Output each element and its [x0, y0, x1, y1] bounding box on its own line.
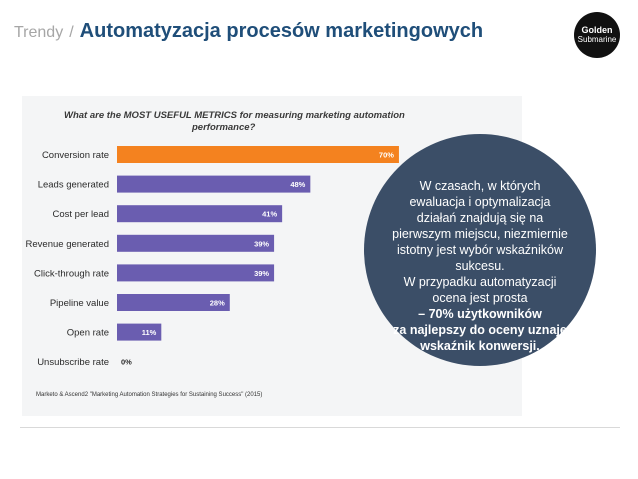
- callout-line3: działań znajdują się na: [416, 211, 544, 225]
- metrics-bar-chart: What are the MOST USEFUL METRICS for mea…: [26, 110, 405, 368]
- category-label: Leads generated: [38, 180, 109, 191]
- logo-line2: Submarine: [577, 35, 617, 44]
- callout-line2: ewaluacja i optymalizacja: [409, 195, 551, 209]
- value-label: 70%: [379, 151, 394, 160]
- chart-title-line1: What are the MOST USEFUL METRICS for mea…: [64, 110, 405, 121]
- category-label: Open rate: [67, 328, 109, 339]
- callout-line6: sukcesu.: [455, 259, 505, 273]
- company-logo: Golden Submarine: [574, 12, 620, 58]
- value-label: 0%: [121, 358, 132, 367]
- bars-group: Conversion rate 70% Leads generated 48% Cost…: [26, 146, 399, 368]
- chart-title-line2: performance?: [191, 122, 256, 133]
- page-title: Automatyzacja procesów marketingowych: [79, 20, 484, 42]
- callout-bold1: – 70% użytkowników: [418, 307, 542, 321]
- callout-bold2: za najlepszy do oceny uznaje: [393, 323, 567, 337]
- value-label: 39%: [254, 239, 269, 248]
- value-label: 48%: [290, 180, 305, 189]
- callout-line7: W przypadku automatyzacji: [403, 275, 557, 289]
- bar: [117, 205, 283, 223]
- breadcrumb-separator: /: [69, 24, 74, 41]
- callout-line1: W czasach, w których: [419, 179, 541, 193]
- bar: [117, 264, 275, 282]
- category-label: Click-through rate: [34, 268, 109, 279]
- value-label: 11%: [142, 328, 157, 337]
- callout-line5: istotny jest wybór wskaźników: [396, 243, 564, 257]
- value-label: 39%: [254, 269, 269, 278]
- page-header: Trendy / Automatyzacja procesów marketingo…: [14, 20, 483, 43]
- bar: [117, 323, 162, 341]
- breadcrumb[interactable]: Trendy: [14, 24, 64, 41]
- value-label: 41%: [262, 210, 277, 219]
- category-label: Conversion rate: [42, 150, 109, 161]
- bar: [117, 234, 275, 252]
- category-label: Revenue generated: [26, 239, 109, 250]
- logo-line1: Golden: [581, 25, 613, 35]
- chart-source: Marketo & Ascend2 "Marketing Automation …: [36, 392, 263, 398]
- callout-bold3: wskaźnik konwersji.: [420, 339, 540, 353]
- bar: [117, 175, 311, 193]
- bar: [117, 294, 230, 311]
- value-label: 28%: [210, 299, 225, 308]
- callout-circle: W czasach, w których ewaluacja i optymal…: [364, 134, 596, 366]
- callout-line4: pierwszym miejscu, niezmiernie: [392, 227, 568, 241]
- divider: [20, 427, 620, 428]
- category-label: Unsubscribe rate: [37, 357, 109, 368]
- bar: [117, 146, 399, 163]
- category-label: Cost per lead: [52, 209, 109, 220]
- callout-line8: ocena jest prosta: [432, 291, 528, 305]
- category-label: Pipeline value: [50, 298, 109, 309]
